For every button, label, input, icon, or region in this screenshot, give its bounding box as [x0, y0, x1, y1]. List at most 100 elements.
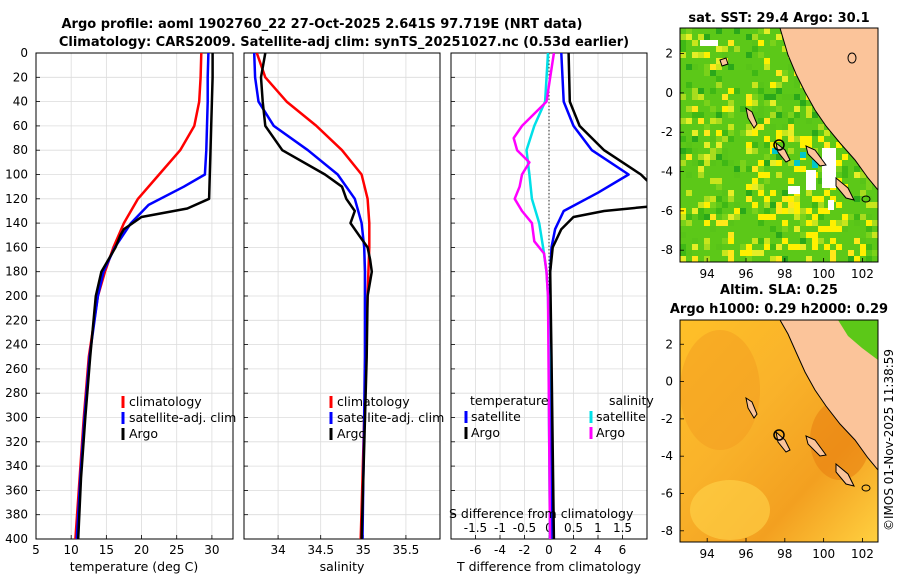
- sst-cell: [692, 148, 698, 154]
- sst-cell: [716, 118, 722, 124]
- sst-cell: [758, 40, 764, 46]
- sst-cell: [842, 172, 848, 178]
- sst-cell: [776, 256, 782, 262]
- sst-cell: [710, 160, 716, 166]
- sst-cell: [860, 256, 866, 262]
- sst-cell: [806, 142, 812, 148]
- sst-cell: [686, 64, 692, 70]
- sst-cell: [866, 244, 872, 250]
- sst-cell: [746, 184, 752, 190]
- difference-legend: temperature salinity satellite Argo sate…: [464, 393, 654, 440]
- sst-cell: [782, 208, 788, 214]
- sst-cell: [842, 226, 848, 232]
- sst-cell: [722, 160, 728, 166]
- series-line-argo: [259, 53, 374, 539]
- sst-cell: [692, 238, 698, 244]
- sst-cell: [686, 214, 692, 220]
- sst-cell: [698, 88, 704, 94]
- sla-anomaly: [680, 330, 760, 450]
- sst-cell: [782, 46, 788, 52]
- temperature-axes-box: [35, 52, 234, 540]
- sst-map-title: sat. SST: 29.4 Argo: 30.1: [688, 11, 869, 26]
- depth-tick-label: 340: [5, 459, 28, 473]
- argo-location-marker: [773, 139, 785, 151]
- temperature-legend: climatology satellite-adj. clim Argo: [121, 394, 236, 441]
- sst-cell: [698, 160, 704, 166]
- sst-cell: [800, 136, 806, 142]
- argo-location-marker: [773, 429, 785, 441]
- sst-cell: [704, 196, 710, 202]
- sst-cell: [794, 196, 800, 202]
- sst-cell: [794, 112, 800, 118]
- s-diff-xlabel: S difference from climatology: [449, 506, 634, 521]
- sst-cell: [728, 238, 734, 244]
- sst-cell: [728, 256, 734, 262]
- map-y-tick-label: -4: [661, 449, 673, 463]
- sst-cell: [764, 28, 770, 34]
- sst-cell: [716, 154, 722, 160]
- sst-cell: [836, 244, 842, 250]
- depth-tick-labels: 0 20 40 60 80 100 120 140 160 180 200 220 240 260 280 3…: [5, 46, 28, 546]
- sst-cell: [806, 256, 812, 262]
- sst-cell: [752, 40, 758, 46]
- sst-cell: [788, 244, 794, 250]
- map-x-tick-label: 94: [700, 267, 715, 281]
- sst-cell: [860, 238, 866, 244]
- sst-cell: [686, 172, 692, 178]
- sst-cell: [860, 190, 866, 196]
- sst-cell: [836, 202, 842, 208]
- depth-tick-label: 60: [13, 119, 28, 133]
- depth-tick-label: 120: [5, 192, 28, 206]
- depth-tick-label: 20: [13, 70, 28, 84]
- sst-cell: [866, 202, 872, 208]
- sst-cell: [722, 202, 728, 208]
- sst-cell: [854, 196, 860, 202]
- sst-cell: [740, 106, 746, 112]
- sst-cell: [794, 202, 800, 208]
- sst-cell: [686, 106, 692, 112]
- sst-cell: [866, 232, 872, 238]
- x-tick-label: 35.5: [393, 543, 420, 557]
- s-diff-tick-label: 1: [594, 521, 602, 535]
- sst-cell: [752, 70, 758, 76]
- sst-cell: [692, 106, 698, 112]
- sla-map-title-line1: Altim. SLA: 0.25: [720, 283, 838, 298]
- sst-cell: [764, 196, 770, 202]
- sst-cell: [680, 214, 686, 220]
- sst-cell: [806, 106, 812, 112]
- sst-cell: [692, 256, 698, 262]
- sst-cell: [716, 208, 722, 214]
- sst-cell: [758, 238, 764, 244]
- sst-cell: [734, 214, 740, 220]
- sst-cell: [752, 100, 758, 106]
- sst-missing-cell: [822, 148, 836, 188]
- sst-cell: [722, 190, 728, 196]
- depth-tick-label: 180: [5, 265, 28, 279]
- sla-map-frame: [679, 319, 879, 543]
- x-tick-label: 20: [134, 543, 149, 557]
- sst-cell: [710, 196, 716, 202]
- sst-cell: [728, 220, 734, 226]
- sst-cell: [788, 160, 794, 166]
- sst-cell: [728, 214, 734, 220]
- sst-cell: [686, 28, 692, 34]
- sst-cell: [686, 250, 692, 256]
- sst-cell: [710, 148, 716, 154]
- sst-cell: [782, 130, 788, 136]
- sst-cell: [704, 214, 710, 220]
- sst-cell: [770, 142, 776, 148]
- depth-tick-label: 260: [5, 362, 28, 376]
- temperature-grid: [35, 52, 233, 540]
- sst-cell: [806, 136, 812, 142]
- sst-cell: [752, 178, 758, 184]
- sst-cell: [704, 160, 710, 166]
- sst-cell: [722, 46, 728, 52]
- sst-cell: [704, 34, 710, 40]
- sst-cell: [746, 190, 752, 196]
- sumatra-land: [779, 28, 878, 191]
- map-y-tick-label: 0: [665, 86, 673, 100]
- sst-cell: [680, 40, 686, 46]
- sst-cell: [776, 130, 782, 136]
- sst-cell: [854, 256, 860, 262]
- sst-cell: [758, 82, 764, 88]
